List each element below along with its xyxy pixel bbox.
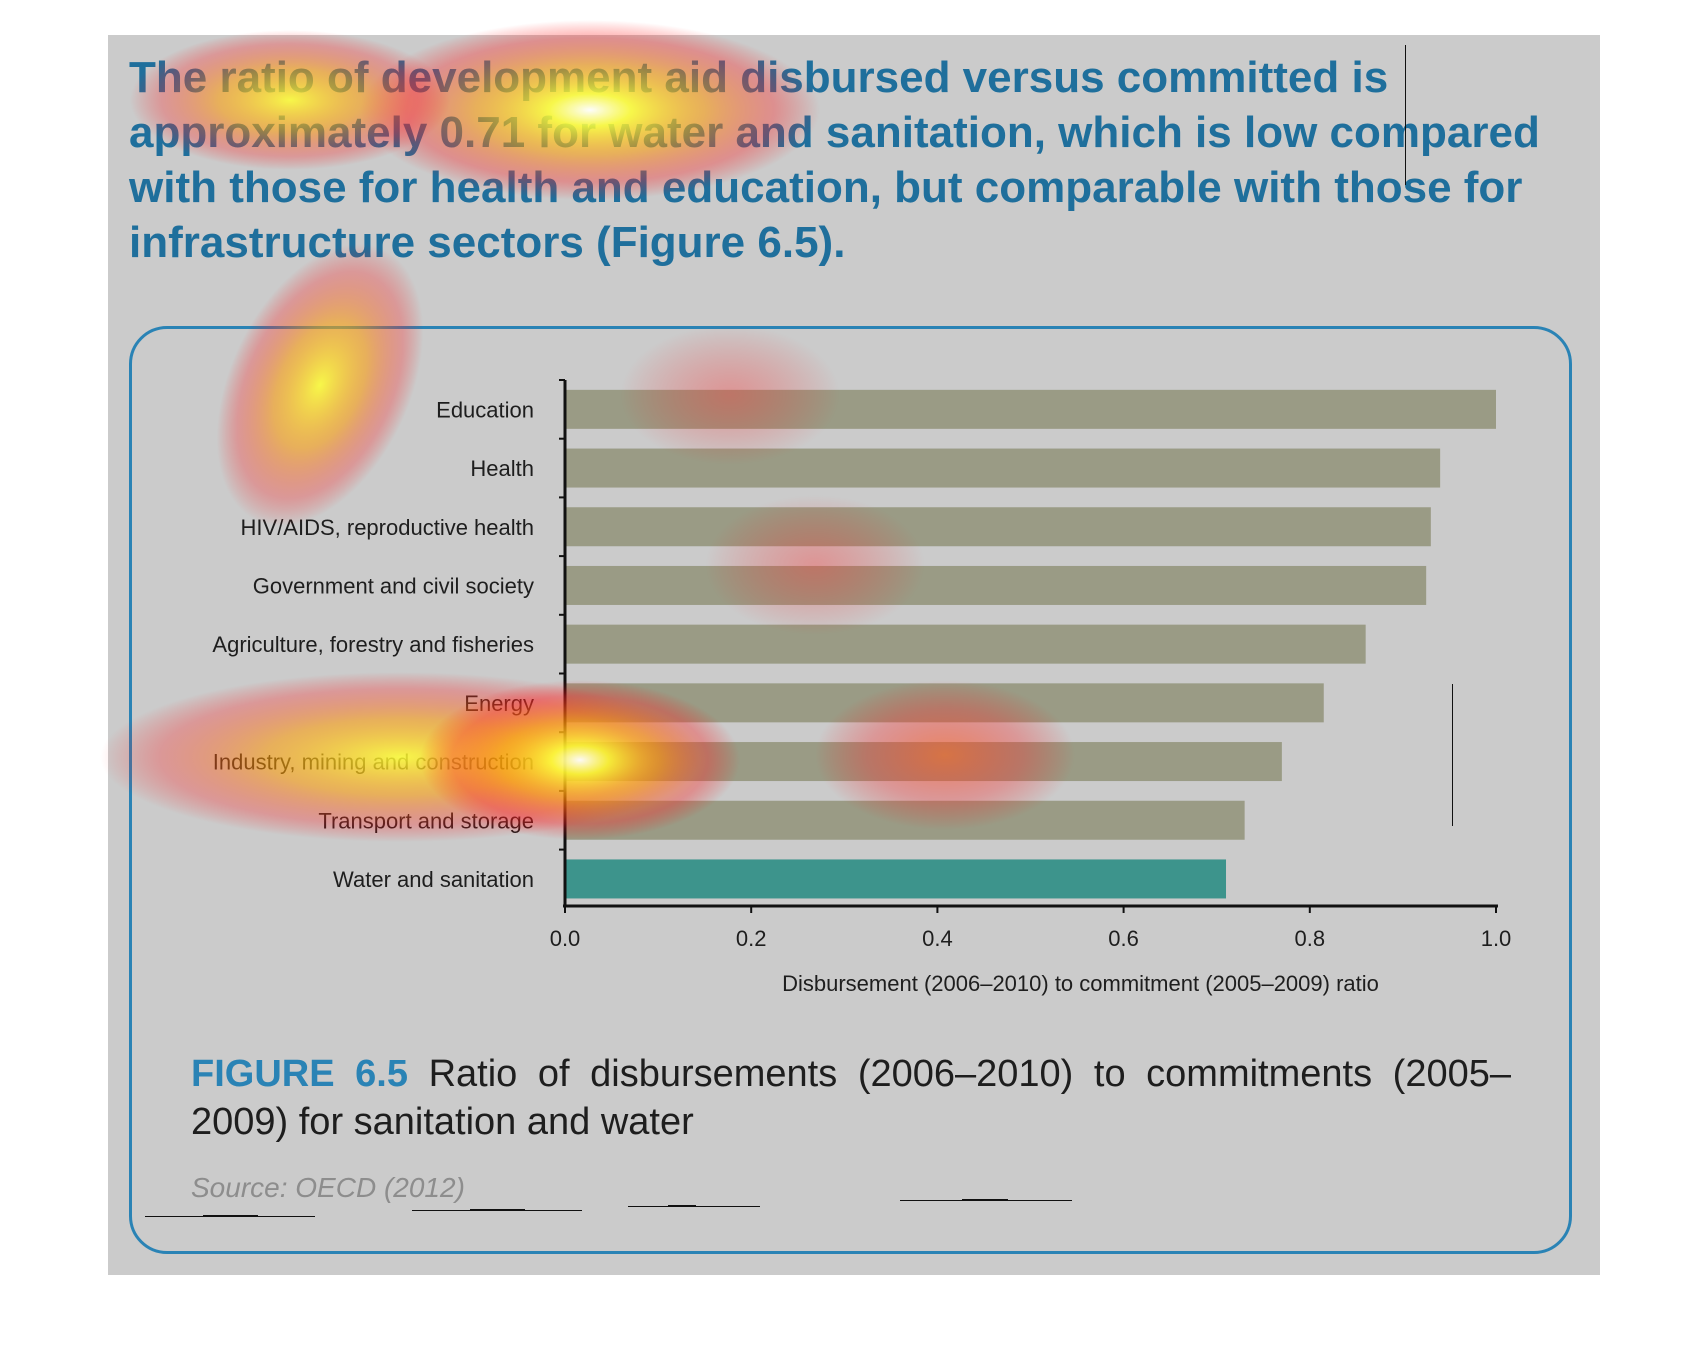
x-tick-label: 0.4 [922, 926, 953, 951]
category-label: Energy [464, 691, 534, 716]
x-tick-label: 0.2 [736, 926, 767, 951]
category-label: HIV/AIDS, reproductive health [241, 515, 534, 540]
figure-label: FIGURE 6.5 [191, 1053, 408, 1095]
category-label: Government and civil society [253, 573, 534, 598]
category-label: Transport and storage [318, 808, 534, 833]
stray-vertical-rule [1452, 684, 1453, 826]
bar [565, 389, 1496, 429]
bar [565, 800, 1245, 840]
category-label: Agriculture, forestry and fisheries [212, 632, 534, 657]
stray-rule [203, 1215, 258, 1217]
category-label: Water and sanitation [333, 867, 534, 892]
source-note: Source: OECD (2012) [191, 1172, 465, 1203]
stray-rule [668, 1205, 696, 1207]
bar [565, 565, 1427, 605]
bar [565, 507, 1431, 547]
category-label: Industry, mining and construction [213, 750, 534, 775]
x-tick-label: 1.0 [1481, 926, 1512, 951]
category-label: Education [436, 397, 534, 422]
bar [565, 742, 1282, 782]
stray-rule [962, 1199, 1008, 1201]
bar [565, 624, 1366, 664]
x-tick-label: 0.6 [1108, 926, 1139, 951]
bar [565, 448, 1441, 488]
x-axis-label: Disbursement (2006–2010) to commitment (… [782, 971, 1379, 996]
figure-caption: FIGURE 6.5 Ratio of disbursements (2006–… [191, 1050, 1511, 1146]
bar-highlight [565, 859, 1227, 899]
stray-rule [470, 1209, 525, 1211]
x-tick-label: 0.8 [1295, 926, 1326, 951]
figure-caption-text: Ratio of disbursements (2006–2010) to co… [191, 1053, 1511, 1143]
stray-vertical-rule [1405, 45, 1406, 185]
bar [565, 683, 1324, 723]
category-label: Health [470, 456, 534, 481]
x-tick-label: 0.0 [550, 926, 581, 951]
